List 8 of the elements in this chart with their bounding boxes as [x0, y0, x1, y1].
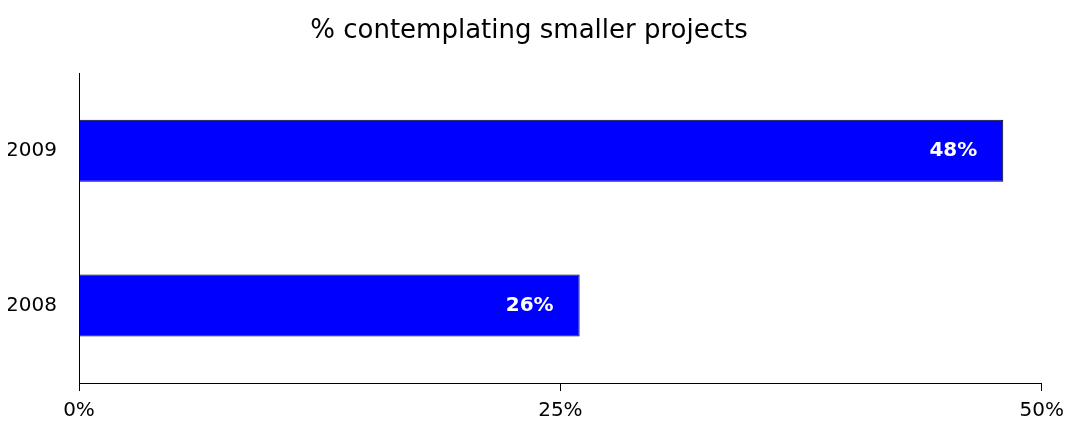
y-tick-label: 2009: [6, 136, 57, 161]
x-tick-label: 25%: [538, 397, 583, 422]
data-label: 26%: [505, 291, 554, 316]
x-tick-label: 50%: [1019, 397, 1064, 422]
y-tick-label: 2008: [6, 291, 57, 316]
chart-title: % contemplating smaller projects: [310, 14, 748, 45]
data-label: 48%: [929, 136, 978, 161]
x-tick-label: 0%: [63, 397, 95, 422]
